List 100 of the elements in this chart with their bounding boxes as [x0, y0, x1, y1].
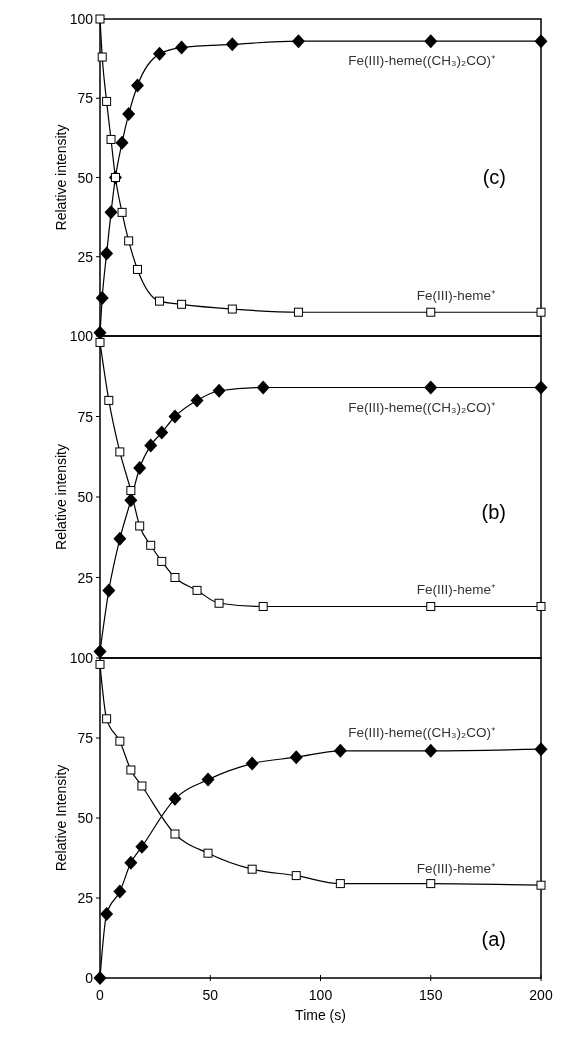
point	[104, 395, 114, 405]
point	[115, 447, 125, 457]
point	[93, 971, 107, 985]
point	[153, 46, 167, 61]
point	[245, 756, 259, 771]
point	[97, 52, 107, 62]
y-axis-title: Relative intensity	[53, 444, 69, 550]
x-tick-label: 200	[529, 987, 553, 1003]
y-tick-label: 50	[77, 169, 94, 186]
y-tick-label: 100	[69, 328, 94, 344]
series-label: Fe(III)-heme((CH₃)₂CO)⁺	[348, 399, 496, 415]
point	[177, 299, 187, 309]
point	[534, 380, 548, 395]
point	[424, 743, 438, 758]
point	[203, 848, 213, 858]
series-label: Fe(III)-heme((CH₃)₂CO)⁺	[348, 53, 496, 69]
y-tick-label: 50	[77, 489, 94, 505]
point	[117, 207, 127, 217]
series-label: Fe(III)-heme((CH₃)₂CO)⁺	[348, 725, 496, 741]
point	[534, 34, 548, 49]
point	[104, 205, 118, 220]
point	[536, 880, 546, 890]
point	[212, 383, 226, 398]
point	[426, 307, 436, 317]
point	[135, 521, 145, 531]
x-tick-label: 0	[96, 987, 105, 1003]
point	[175, 40, 189, 55]
point	[102, 714, 112, 724]
point	[137, 781, 147, 791]
point	[126, 486, 136, 496]
point	[135, 839, 149, 854]
point	[424, 34, 438, 49]
point	[170, 573, 180, 582]
point	[113, 531, 127, 546]
point	[536, 601, 546, 611]
point	[126, 765, 136, 775]
point	[124, 236, 134, 246]
y-tick-label: 100	[69, 11, 94, 27]
point	[291, 34, 305, 49]
point	[95, 659, 105, 669]
point	[293, 307, 303, 317]
point	[132, 264, 142, 274]
y-tick-label: 50	[77, 810, 94, 826]
y-axis-title: Relative intensity	[53, 124, 69, 231]
point	[157, 556, 167, 566]
point	[190, 393, 204, 408]
point	[133, 461, 147, 476]
y-tick-label: 25	[77, 890, 94, 906]
point	[201, 772, 215, 787]
point	[122, 107, 136, 122]
y-axis-title: Relative Intensity	[53, 764, 69, 872]
point	[214, 598, 224, 608]
point	[95, 14, 105, 24]
point	[335, 879, 345, 889]
point	[426, 601, 436, 611]
y-tick-label: 100	[69, 650, 94, 666]
x-tick-label: 150	[419, 987, 443, 1003]
y-tick-label: 75	[77, 730, 94, 746]
point	[102, 583, 116, 598]
point	[168, 791, 182, 806]
point	[95, 290, 109, 305]
point	[124, 855, 138, 870]
point	[100, 907, 114, 921]
point	[534, 742, 548, 757]
point	[155, 296, 165, 306]
point	[106, 134, 116, 144]
series-label: Fe(III)-heme⁺	[416, 861, 496, 877]
point	[113, 884, 127, 899]
point	[102, 96, 112, 106]
x-tick-label: 100	[308, 987, 333, 1003]
point	[93, 644, 107, 659]
point	[146, 540, 156, 550]
point	[192, 585, 202, 595]
x-tick-label: 50	[202, 987, 219, 1003]
series-label: Fe(III)-heme⁺	[416, 288, 496, 304]
point	[227, 304, 237, 314]
point	[130, 78, 144, 93]
point	[100, 246, 114, 261]
annotation: (b)	[481, 501, 506, 524]
point	[424, 380, 438, 395]
point	[426, 879, 436, 889]
point	[144, 438, 158, 453]
point	[225, 37, 239, 52]
point	[115, 135, 129, 150]
y-tick-label: 75	[77, 408, 94, 425]
point	[155, 425, 169, 440]
y-tick-label: 75	[77, 90, 94, 107]
point	[256, 380, 270, 395]
point	[536, 307, 546, 317]
y-tick-label: 0	[85, 970, 94, 986]
point	[115, 736, 125, 746]
x-axis-title: Time (s)	[295, 1007, 346, 1023]
point	[168, 409, 182, 424]
point	[258, 601, 268, 611]
point	[333, 743, 347, 758]
point	[289, 750, 303, 765]
point	[291, 871, 301, 881]
point	[170, 829, 180, 839]
y-tick-label: 25	[77, 248, 94, 265]
annotation: (c)	[482, 165, 506, 188]
